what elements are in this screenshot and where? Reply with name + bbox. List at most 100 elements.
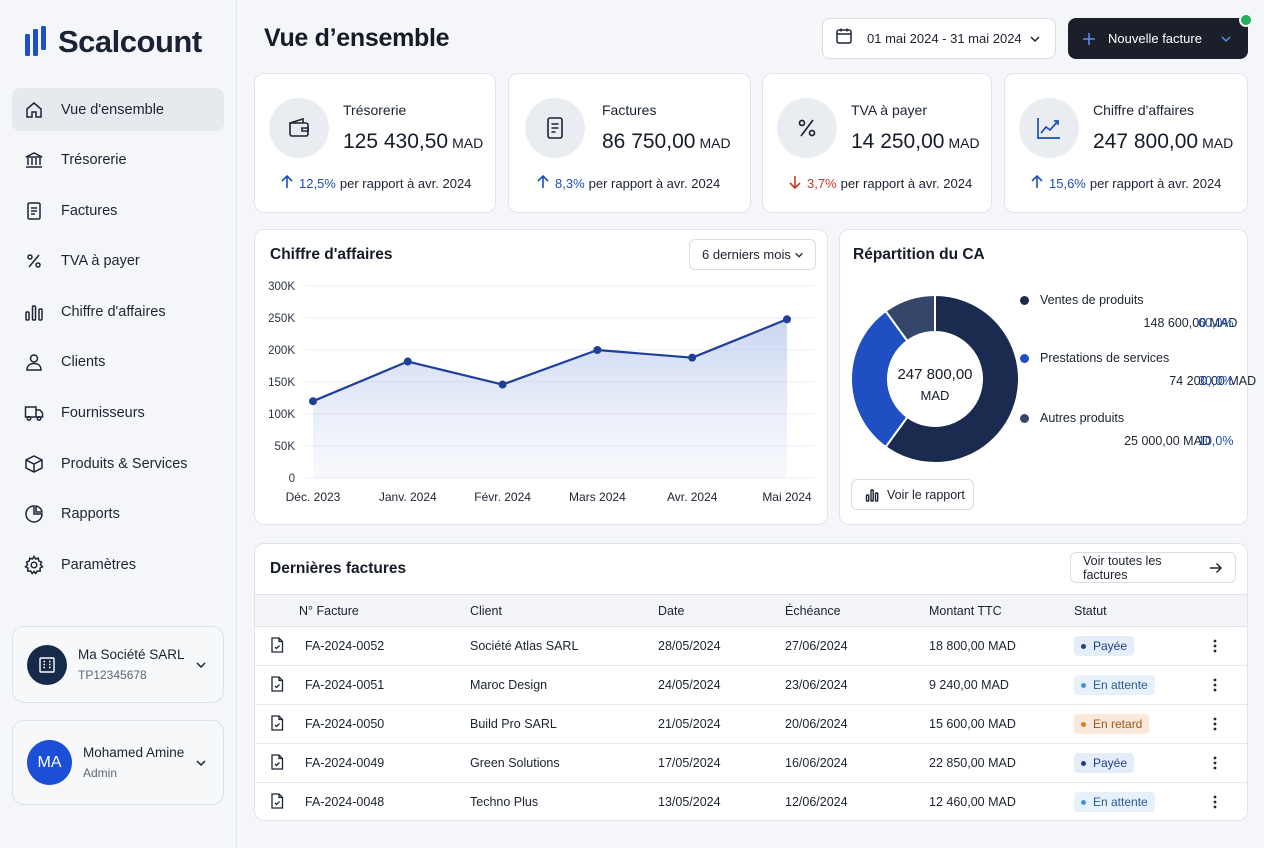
- status-badge: Payée: [1074, 636, 1135, 656]
- more-vertical-icon[interactable]: [1207, 638, 1223, 654]
- invoice-date: 21/05/2024: [658, 704, 785, 744]
- invoice-number[interactable]: FA-2024-0051: [299, 665, 470, 705]
- sidebar-item-vat[interactable]: TVA à payer: [12, 240, 224, 283]
- invoice-client: Techno Plus: [470, 795, 539, 810]
- home-icon: [24, 100, 44, 120]
- data-point[interactable]: [498, 380, 507, 389]
- legend-name: Ventes de produits: [1040, 293, 1144, 307]
- bar-chart-icon: [865, 488, 879, 502]
- more-vertical-icon[interactable]: [1207, 755, 1223, 771]
- user-menu[interactable]: MA Mohamed Amine Admin: [12, 720, 224, 805]
- page-title: Vue d’ensemble: [264, 24, 450, 52]
- app-name: Scalcount: [58, 24, 202, 59]
- kpi-value: 125 430,50 MAD: [343, 130, 484, 153]
- kpi-trend-percent: 15,6%: [1049, 176, 1086, 191]
- header-cell-actions: [1207, 594, 1247, 627]
- avatar: MA: [27, 740, 72, 785]
- period-select[interactable]: 6 derniers mois: [689, 239, 816, 270]
- data-point[interactable]: [403, 357, 412, 366]
- sidebar-item-suppliers[interactable]: Fournisseurs: [12, 392, 224, 435]
- sidebar-item-products[interactable]: Produits & Services: [12, 442, 224, 485]
- revenue-chart-title: Chiffre d'affaires: [270, 246, 393, 263]
- table-row[interactable]: FA-2024-0050 Build Pro SARL 21/05/2024 2…: [255, 704, 1247, 744]
- table-row[interactable]: FA-2024-0048 Techno Plus 13/05/2024 12/0…: [255, 783, 1247, 821]
- x-tick-label: Avr. 2024: [667, 490, 718, 504]
- more-vertical-icon[interactable]: [1207, 677, 1223, 693]
- kpi-card-treasury[interactable]: Trésorerie 125 430,50 MAD 12,5% per rappo…: [254, 73, 496, 213]
- new-invoice-button[interactable]: Nouvelle facture: [1068, 18, 1248, 59]
- data-point[interactable]: [783, 315, 791, 324]
- donut-slice[interactable]: [884, 293, 1020, 464]
- company-id: TP12345678: [78, 668, 147, 682]
- invoice-number[interactable]: FA-2024-0049: [299, 743, 470, 783]
- sidebar-item-label: Vue d'ensemble: [61, 101, 164, 118]
- donut-slice[interactable]: [884, 293, 936, 343]
- sidebar-item-clients[interactable]: Clients: [12, 341, 224, 384]
- table-row[interactable]: FA-2024-0049 Green Solutions 17/05/2024 …: [255, 743, 1247, 783]
- app-logo[interactable]: Scalcount: [24, 24, 202, 60]
- x-tick-label: Mai 2024: [762, 490, 812, 504]
- data-point[interactable]: [688, 353, 697, 362]
- table-row[interactable]: FA-2024-0051 Maroc Design 24/05/2024 23/…: [255, 665, 1247, 705]
- table-row[interactable]: FA-2024-0052 Société Atlas SARL 28/05/20…: [255, 626, 1247, 666]
- sidebar-item-revenue[interactable]: Chiffre d'affaires: [12, 290, 224, 333]
- period-select-value: 6 derniers mois: [702, 247, 791, 262]
- donut-slice[interactable]: [850, 309, 909, 449]
- kpi-trend-compare: per rapport à avr. 2024: [1089, 176, 1222, 191]
- calendar-icon: [835, 27, 853, 50]
- arrow-down-icon: [789, 175, 801, 192]
- data-point[interactable]: [309, 397, 317, 406]
- percent-icon: [777, 98, 837, 158]
- kpi-value: 14 250,00 MAD: [851, 130, 980, 153]
- legend-dot: [1020, 354, 1029, 363]
- sidebar-item-settings[interactable]: Paramètres: [12, 543, 224, 586]
- kpi-card-vat[interactable]: TVA à payer 14 250,00 MAD 3,7% per rappor…: [762, 73, 992, 213]
- sidebar-item-treasury[interactable]: Trésorerie: [12, 139, 224, 182]
- date-range-picker[interactable]: 01 mai 2024 - 31 mai 2024: [822, 18, 1056, 59]
- kpi-card-invoices[interactable]: Factures 86 750,00 MAD 8,3% per rapport à…: [508, 73, 751, 213]
- kpi-value: 247 800,00 MAD: [1093, 130, 1234, 153]
- notification-dot: [1239, 13, 1253, 27]
- company-switcher[interactable]: Ma Société SARL TP12345678: [12, 626, 224, 703]
- invoice-number[interactable]: FA-2024-0048: [305, 795, 385, 810]
- invoice-client: Maroc Design: [470, 665, 658, 705]
- kpi-trend-percent: 8,3%: [555, 176, 585, 191]
- chevron-down-icon[interactable]: [1220, 33, 1232, 45]
- kpi-trend: 3,7% per rapport à avr. 2024: [789, 175, 972, 192]
- donut-center-unit: MAD: [920, 388, 950, 403]
- data-point[interactable]: [593, 346, 602, 354]
- gear-icon: [24, 554, 44, 575]
- legend-item: Autres produits 25 000,00 MAD 10,0%: [1020, 411, 1233, 448]
- status-badge: En retard: [1074, 714, 1150, 734]
- view-all-invoices-button[interactable]: Voir toutes les factures: [1070, 552, 1236, 583]
- arrow-up-icon: [537, 174, 549, 192]
- more-vertical-icon[interactable]: [1207, 716, 1223, 732]
- invoice-number[interactable]: FA-2024-0052: [299, 626, 470, 666]
- view-report-button[interactable]: Voir le rapport: [851, 479, 974, 510]
- revenue-line: [312, 318, 788, 403]
- y-tick-label: 200K: [268, 345, 295, 357]
- kpi-trend-compare: per rapport à avr. 2024: [588, 176, 721, 191]
- kpi-trend-compare: per rapport à avr. 2024: [339, 176, 472, 191]
- sidebar-item-reports[interactable]: Rapports: [12, 493, 224, 536]
- legend-value: 148 600,00 MAD: [1143, 316, 1238, 330]
- file-icon: [255, 626, 299, 666]
- sidebar-item-invoices[interactable]: Factures: [12, 189, 224, 232]
- kpi-trend-percent: 3,7%: [807, 176, 837, 191]
- plus-icon: [1082, 32, 1096, 46]
- header-cell-number: N° Facture: [299, 594, 470, 627]
- revenue-area: [313, 319, 787, 478]
- more-vertical-icon[interactable]: [1207, 794, 1223, 810]
- file-icon: [255, 783, 299, 821]
- kpi-card-revenue[interactable]: Chiffre d'affaires 247 800,00 MAD 15,6% p…: [1004, 73, 1248, 213]
- kpi-label: Chiffre d'affaires: [1093, 102, 1194, 118]
- sidebar-item-label: Trésorerie: [61, 152, 127, 169]
- chevron-down-icon: [193, 657, 209, 673]
- file-icon: [255, 743, 299, 783]
- invoice-number[interactable]: FA-2024-0050: [299, 704, 470, 744]
- revenue-split-title: Répartition du CA: [853, 246, 985, 263]
- status-badge: Payée: [1074, 753, 1135, 773]
- donut-center-value: 247 800,00: [897, 366, 973, 383]
- sidebar-item-overview[interactable]: Vue d'ensemble: [12, 88, 224, 131]
- invoice-date: 28/05/2024: [658, 626, 785, 666]
